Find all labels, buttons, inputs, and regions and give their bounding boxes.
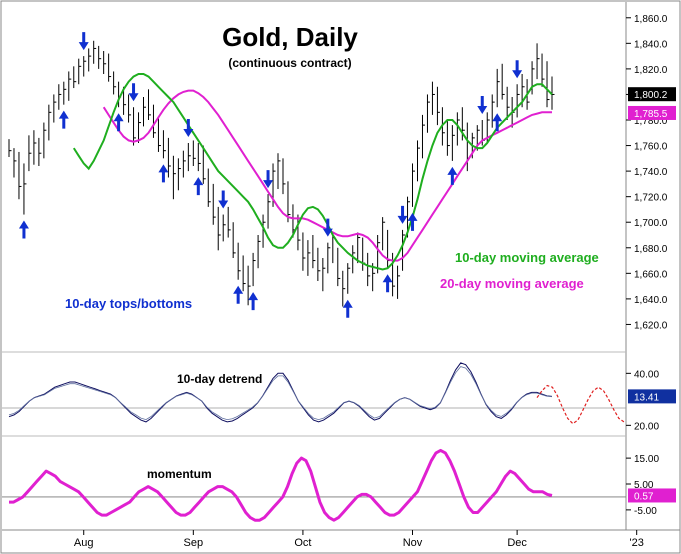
price-tick-label: 1,740.0 xyxy=(634,167,668,178)
ma20-annotation: 20-day moving average xyxy=(440,276,584,291)
detrend-value-badge-bg xyxy=(628,389,676,404)
momentum-y-axis: 15.00 5.00 -5.00 xyxy=(2,454,659,517)
date-tick-label: Oct xyxy=(294,537,311,549)
price-bars xyxy=(8,40,555,307)
detrend-smoothed-line xyxy=(8,366,553,421)
date-tick-label: Sep xyxy=(184,537,204,549)
bottom-arrow-icon xyxy=(233,285,244,304)
momentum-tick-label: 5.00 xyxy=(634,480,654,491)
price-tick-label: 1,640.0 xyxy=(634,295,668,306)
momentum-series xyxy=(9,448,553,522)
price-tick-label: 1,820.0 xyxy=(634,65,668,76)
bottom-arrow-icon xyxy=(193,177,204,196)
bottom-arrow-icon xyxy=(407,212,418,231)
bottom-arrow-icon xyxy=(447,166,458,185)
ma10-annotation: 10-day moving average xyxy=(455,250,599,265)
detrend-annotation: 10-day detrend xyxy=(177,372,262,386)
date-x-axis: Aug Sep Oct Nov Dec '23 xyxy=(74,530,644,549)
last-price-badge: 1,800.2 xyxy=(634,90,668,101)
price-tick-label: 1,860.0 xyxy=(634,14,668,25)
price-tick-label: 1,840.0 xyxy=(634,39,668,50)
date-tick-label: Nov xyxy=(403,537,423,549)
top-arrow-icon xyxy=(397,205,408,224)
date-tick-label: '23 xyxy=(630,537,644,549)
value-badges: 1,800.2 1,785.5 13.41 0.57 xyxy=(628,87,676,503)
date-tick-label: Dec xyxy=(507,537,527,549)
momentum-tick-label: -5.00 xyxy=(634,506,657,517)
price-tick-label: 1,660.0 xyxy=(634,269,668,280)
bottom-arrow-icon xyxy=(382,274,393,293)
ma10-line xyxy=(72,73,553,271)
momentum-value-badge-bg xyxy=(628,488,676,503)
top-arrow-icon xyxy=(183,119,194,137)
tops-bottoms-annotation: 10-day tops/bottoms xyxy=(65,296,192,311)
chart-title: Gold, Daily xyxy=(222,22,358,52)
top-arrow-icon xyxy=(512,60,523,79)
momentum-value-badge: 0.57 xyxy=(634,491,654,502)
bottom-arrow-icon xyxy=(492,113,503,132)
date-tick-label: Aug xyxy=(74,537,94,549)
detrend-tick-label: 20.00 xyxy=(634,421,659,432)
bottom-arrow-icon xyxy=(113,113,124,132)
last-ma20-badge: 1,785.5 xyxy=(634,109,668,120)
detrend-value-badge: 13.41 xyxy=(634,392,659,403)
top-arrow-icon xyxy=(477,96,488,114)
last-price-badge-bg xyxy=(628,87,676,102)
bottom-arrow-icon xyxy=(58,110,69,129)
cycle-arrows xyxy=(18,32,523,318)
detrend-line xyxy=(8,362,553,423)
detrend-projection-line xyxy=(536,384,625,425)
bottom-arrow-icon xyxy=(158,164,169,183)
momentum-tick-label: 15.00 xyxy=(634,454,659,465)
bottom-arrow-icon xyxy=(248,292,259,311)
price-tick-label: 1,700.0 xyxy=(634,218,668,229)
detrend-series xyxy=(8,362,625,425)
detrend-y-axis: 40.00 20.00 xyxy=(2,369,659,432)
detrend-tick-label: 40.00 xyxy=(634,369,659,380)
chart-subtitle: (continuous contract) xyxy=(228,56,351,70)
top-arrow-icon xyxy=(218,190,229,209)
momentum-line xyxy=(9,448,553,522)
bottom-arrow-icon xyxy=(18,220,29,239)
price-tick-label: 1,780.0 xyxy=(634,116,668,127)
top-arrow-icon xyxy=(78,32,89,51)
price-tick-label: 1,680.0 xyxy=(634,244,668,255)
momentum-annotation: momentum xyxy=(147,467,212,481)
bottom-arrow-icon xyxy=(342,299,353,318)
top-arrow-icon xyxy=(128,83,139,102)
top-arrow-icon xyxy=(322,218,333,237)
price-tick-label: 1,720.0 xyxy=(634,193,668,204)
last-ma20-badge-bg xyxy=(628,105,676,120)
top-arrow-icon xyxy=(263,170,274,189)
price-tick-label: 1,760.0 xyxy=(634,142,668,153)
price-tick-label: 1,620.0 xyxy=(634,320,668,331)
